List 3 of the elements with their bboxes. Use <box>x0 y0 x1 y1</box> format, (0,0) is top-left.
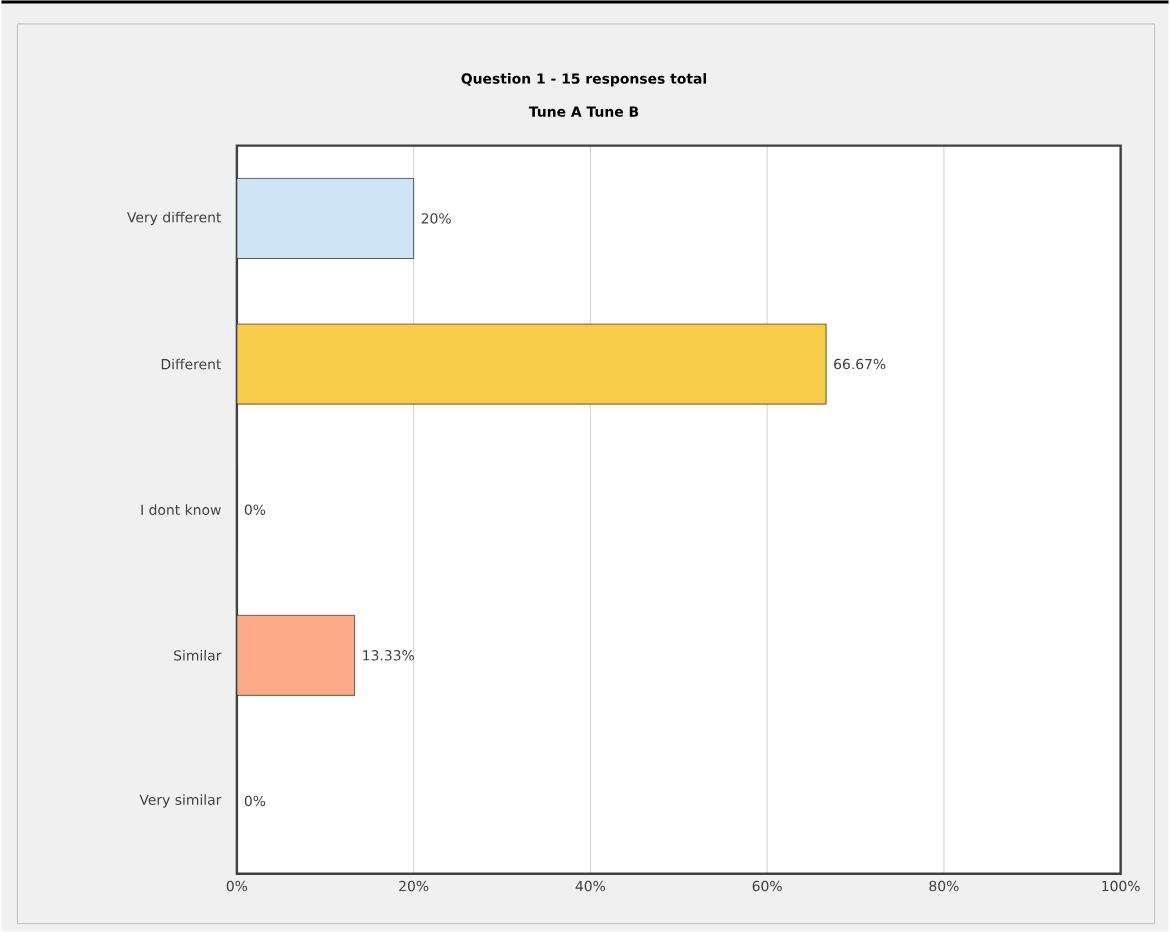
bar <box>236 323 827 405</box>
bar <box>236 178 415 260</box>
bar <box>236 615 356 696</box>
